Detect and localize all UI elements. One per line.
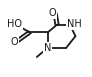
Text: HO: HO	[7, 19, 22, 29]
Text: O: O	[11, 37, 18, 47]
Text: N: N	[44, 43, 52, 53]
Text: NH: NH	[67, 19, 81, 29]
Text: O: O	[49, 8, 56, 18]
